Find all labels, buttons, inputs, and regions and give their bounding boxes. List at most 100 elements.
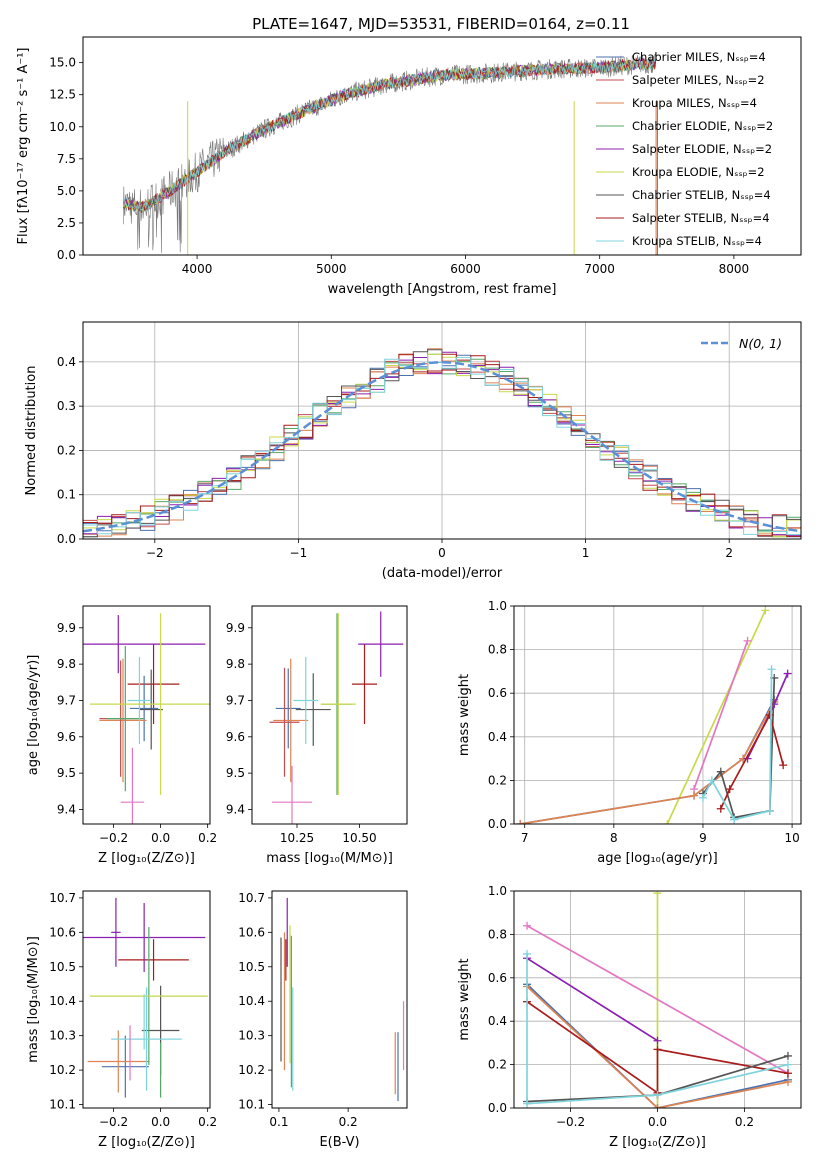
plus-marker [523,949,532,958]
weight-line [520,699,776,824]
x-tick-label: 5000 [316,262,347,276]
y-tick-label: 9.6 [226,730,245,744]
y-tick-label: 2.5 [57,216,76,230]
x-axis-label: E(B-V) [319,1135,359,1150]
x-tick-label: 0 [438,546,446,560]
y-tick-label: 10.0 [49,120,76,134]
x-tick-label: −0.2 [556,1115,585,1129]
x-tick-label: 0.0 [151,831,170,845]
legend-label: Salpeter MILES, Nₛₛₚ=2 [632,73,765,87]
legend-label: Chabrier ELODIE, Nₛₛₚ=2 [632,119,773,133]
x-tick-label: 0.2 [735,1115,754,1129]
y-tick-label: 9.9 [57,621,76,635]
y-tick-label: 10.2 [238,1063,265,1077]
plus-marker [716,767,725,776]
y-tick-label: 10.2 [49,1063,76,1077]
x-tick-label: 1 [582,546,590,560]
plus-marker [761,606,770,615]
plus-marker [743,636,752,645]
x-tick-label: 7000 [584,262,615,276]
x-tick-label: 0.2 [198,831,217,845]
y-tick-label: 9.4 [57,802,76,816]
plus-marker [653,1104,662,1108]
y-tick-label: 0.0 [57,248,76,262]
chart-residuals: N(0, 1) −2 −1 0 1 2 0.0 0.1 0.2 0.3 0.4 (data-model… [24,321,802,581]
x-axis-label: Z [log₁₀(Z/Z⊙)] [609,1135,706,1150]
plus-marker [783,1051,792,1060]
plus-marker [653,891,662,898]
spectrum-model-line [122,58,657,212]
legend-label: Salpeter ELODIE, Nₛₛₚ=2 [632,142,772,156]
y-tick-label: 9.5 [57,766,76,780]
y-tick-label: 0.6 [488,686,507,700]
gaussian-curve [83,361,801,533]
axes-frame [251,605,408,825]
x-axis-label: Z [log₁₀(Z/Z⊙)] [98,851,195,866]
weight-line [526,924,789,1075]
plus-marker [516,820,525,824]
y-tick-label: 10.6 [49,925,76,939]
plus-marker [698,793,707,802]
x-tick-label: 6000 [450,262,481,276]
legend-label: Kroupa ELODIE, Nₛₛₚ=2 [632,165,765,179]
x-tick-label: −2 [146,546,164,560]
y-tick-label: 0.6 [488,971,507,985]
y-tick-label: 9.6 [57,730,76,744]
weight-line [693,640,749,790]
figure-title: PLATE=1647, MJD=53531, FIBERID=0164, z=0… [252,15,630,33]
plus-marker [690,791,699,800]
weight-line [666,610,767,824]
x-axis-label: age [log₁₀(age/yr)] [597,851,718,866]
plus-marker [783,1060,792,1069]
plot-area [83,613,210,824]
plus-marker [523,1099,532,1108]
axes-frame [271,890,408,1109]
x-tick-label: 7 [521,831,529,845]
plus-marker [765,806,774,815]
y-tick-label: 0.2 [488,1058,507,1072]
y-tick-label: 12.5 [49,88,76,102]
legend-label: Chabrier STELIB, Nₛₛₚ=4 [632,188,771,202]
y-tick-label: 10.4 [238,994,265,1008]
y-tick-label: 9.8 [226,657,245,671]
y-tick-label: 0.0 [488,1101,507,1115]
x-axis-label: Z [log₁₀(Z/Z⊙)] [98,1135,195,1150]
x-axis-label: (data-model)/error [382,566,503,581]
chart-mass-age: 10.25 10.50 9.4 9.5 9.6 9.7 9.8 9.9 mass [log₁₀(… [226,605,408,866]
x-tick-label: 0.0 [151,1115,170,1129]
plot-area [269,611,404,824]
plus-marker [765,711,774,719]
chart-spectrum: Chabrier MILES, Nₛₛₚ=4 Salpeter MILES, Nₛ… [16,36,802,297]
legend-label: Chabrier MILES, Nₛₛₚ=4 [632,50,766,64]
y-tick-label: 5.0 [57,184,76,198]
axes-frame [82,890,211,1109]
plus-marker [767,665,776,674]
weight-line [526,1001,789,1095]
x-tick-label: 10.25 [280,831,314,845]
weight-line [526,953,789,1105]
x-tick-label: 0.2 [198,1115,217,1129]
y-tick-label: 10.4 [49,994,76,1008]
y-tick-label: 7.5 [57,152,76,166]
y-tick-label: 0.8 [488,643,507,657]
chart-ebv-mass: 0.1 0.2 10.1 10.2 10.3 10.4 10.5 10.6 10.7 E(B-V) [238,890,408,1150]
legend-label: Kroupa STELIB, Nₛₛₚ=4 [632,234,762,248]
y-tick-label: 10.3 [238,1029,265,1043]
legend-label: N(0, 1) [739,336,782,351]
spectrum-model-line [122,57,657,212]
x-tick-label: −0.2 [99,1115,128,1129]
chart-z-age: −0.2 0.0 0.2 9.4 9.5 9.6 9.7 9.8 9.9 Z [log₁₀(Z/Z… [26,605,217,866]
chart-age-weight: 7 8 9 10 0.0 0.2 0.4 0.6 0.8 1.0 age [log₁₀(age/yr… [457,599,802,866]
y-tick-label: 1.0 [488,599,507,613]
y-tick-label: 9.8 [57,657,76,671]
y-tick-label: 10.1 [49,1098,76,1112]
y-tick-label: 0.2 [488,773,507,787]
y-tick-label: 1.0 [488,884,507,898]
plus-marker [653,1090,662,1099]
chart-z-weight: −0.2 0.0 0.2 0.0 0.2 0.4 0.6 0.8 1.0 Z [log₁₀(Z/Z… [457,884,802,1150]
plot-area [122,53,658,255]
x-tick-label: 2 [725,546,733,560]
y-tick-label: 9.5 [226,766,245,780]
plus-marker [707,776,716,785]
plot-area [83,897,208,1098]
